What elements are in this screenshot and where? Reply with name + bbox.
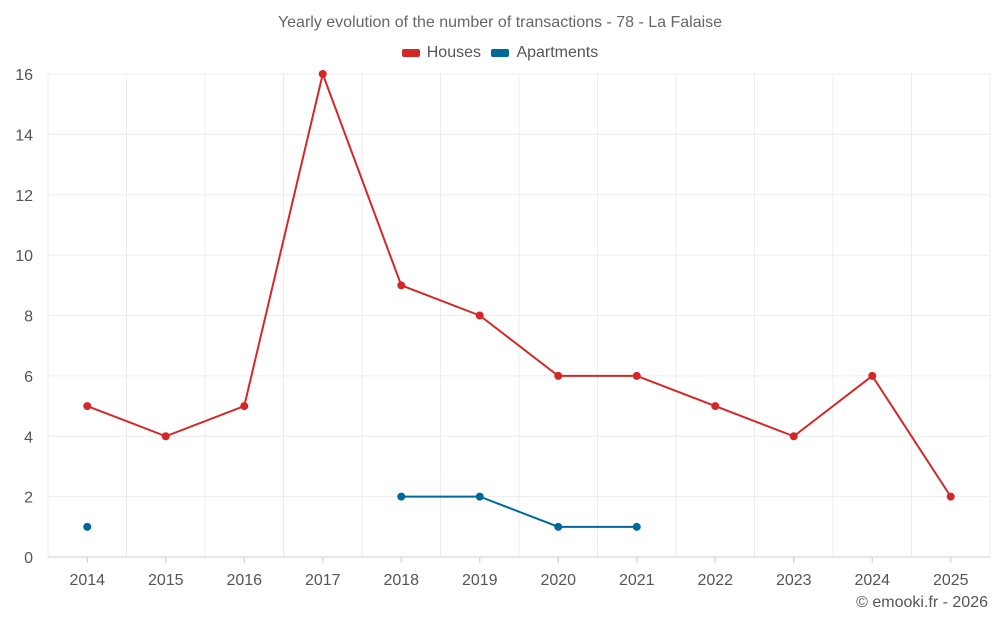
y-tick-label: 16 bbox=[15, 67, 33, 84]
data-point-houses bbox=[397, 281, 406, 290]
chart-title: Yearly evolution of the number of transa… bbox=[277, 14, 723, 31]
x-tick-label: 2021 bbox=[619, 572, 655, 589]
credit-text: © emooki.fr - 2026 bbox=[856, 594, 988, 611]
data-point-houses bbox=[711, 402, 720, 411]
data-point-houses bbox=[789, 432, 798, 441]
x-tick-label: 2015 bbox=[148, 572, 184, 589]
x-tick-label: 2014 bbox=[69, 572, 105, 589]
legend-item-houses[interactable]: Houses bbox=[401, 44, 481, 62]
legend: Houses Apartments bbox=[0, 44, 1000, 62]
series-group bbox=[83, 70, 955, 531]
data-point-apartments bbox=[83, 522, 92, 531]
axes: 0 2 4 6 8 10 12 14 16 2014 2015 2016 2017 2018 2019 202… bbox=[15, 67, 990, 589]
x-tick-label: 2018 bbox=[383, 572, 419, 589]
y-tick-label: 8 bbox=[24, 309, 33, 326]
y-tick-label: 6 bbox=[24, 369, 33, 386]
series-line-apartments bbox=[401, 495, 637, 528]
grid bbox=[47, 73, 991, 558]
series-line-houses bbox=[86, 73, 952, 498]
y-tick-label: 14 bbox=[15, 127, 33, 144]
x-tick-label: 2024 bbox=[854, 572, 890, 589]
x-tick-label: 2020 bbox=[540, 572, 576, 589]
legend-swatch-houses bbox=[401, 49, 420, 57]
x-tick-label: 2022 bbox=[697, 572, 733, 589]
data-point-houses bbox=[318, 70, 327, 78]
x-tick-label: 2023 bbox=[776, 572, 812, 589]
data-point-houses bbox=[475, 311, 484, 320]
x-tick-label: 2025 bbox=[933, 572, 969, 589]
legend-label-apartments: Apartments bbox=[516, 44, 599, 61]
data-point-apartments bbox=[475, 492, 484, 501]
y-tick-label: 2 bbox=[24, 490, 33, 507]
data-point-houses bbox=[83, 402, 92, 411]
data-point-apartments bbox=[397, 492, 406, 501]
data-point-apartments bbox=[632, 522, 641, 531]
y-tick-label: 4 bbox=[24, 429, 33, 446]
data-point-houses bbox=[868, 371, 877, 380]
data-point-houses bbox=[946, 492, 955, 501]
x-tick-label: 2017 bbox=[305, 572, 341, 589]
data-point-houses bbox=[240, 402, 249, 411]
data-point-houses bbox=[554, 371, 563, 380]
legend-item-apartments[interactable]: Apartments bbox=[491, 44, 598, 62]
data-point-houses bbox=[161, 432, 170, 441]
data-point-houses bbox=[632, 371, 641, 380]
x-tick-label: 2019 bbox=[462, 572, 498, 589]
x-tick-label: 2016 bbox=[226, 572, 262, 589]
legend-label-houses: Houses bbox=[426, 44, 481, 61]
y-tick-label: 12 bbox=[15, 188, 33, 205]
data-point-apartments bbox=[554, 522, 563, 531]
legend-swatch-apartments bbox=[491, 49, 510, 57]
y-tick-label: 0 bbox=[24, 550, 33, 567]
y-tick-label: 10 bbox=[15, 248, 33, 265]
